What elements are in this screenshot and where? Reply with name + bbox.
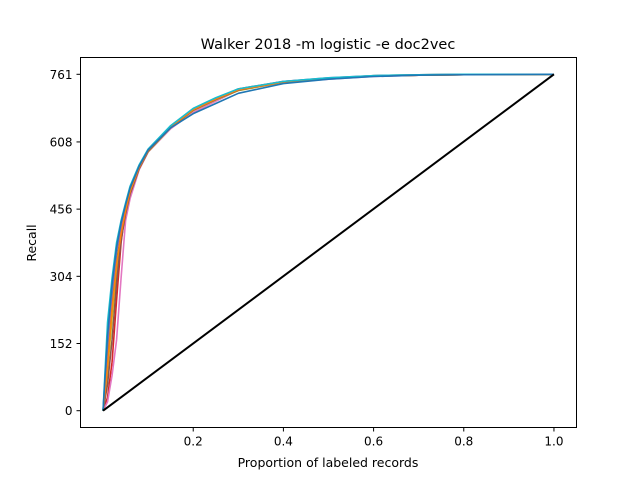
y-tick-label: 152 bbox=[50, 337, 73, 351]
x-tick-label: 0.4 bbox=[274, 435, 293, 449]
y-tick-label: 761 bbox=[50, 68, 73, 82]
chart-title: Walker 2018 -m logistic -e doc2vec bbox=[201, 37, 456, 53]
x-axis-ticks: 0.2 0.4 0.6 0.8 1.0 bbox=[184, 427, 564, 449]
series-line-7 bbox=[102, 73, 554, 411]
y-tick-label: 304 bbox=[50, 270, 73, 284]
series-layer bbox=[102, 73, 555, 412]
series-line-8 bbox=[102, 73, 554, 411]
x-tick-label: 0.6 bbox=[364, 435, 383, 449]
x-tick-label: 0.2 bbox=[184, 435, 203, 449]
x-tick-label: 1.0 bbox=[544, 435, 563, 449]
series-line-9 bbox=[102, 73, 555, 412]
y-axis-ticks: 0 152 304 456 608 761 bbox=[50, 68, 81, 418]
x-axis-label: Proportion of labeled records bbox=[238, 455, 419, 470]
plot-frame bbox=[80, 57, 577, 428]
y-tick-label: 0 bbox=[65, 404, 73, 418]
y-tick-label: 608 bbox=[50, 135, 73, 149]
x-tick-label: 0.8 bbox=[454, 435, 473, 449]
y-tick-label: 456 bbox=[50, 203, 73, 217]
y-axis-label: Recall bbox=[24, 224, 39, 261]
